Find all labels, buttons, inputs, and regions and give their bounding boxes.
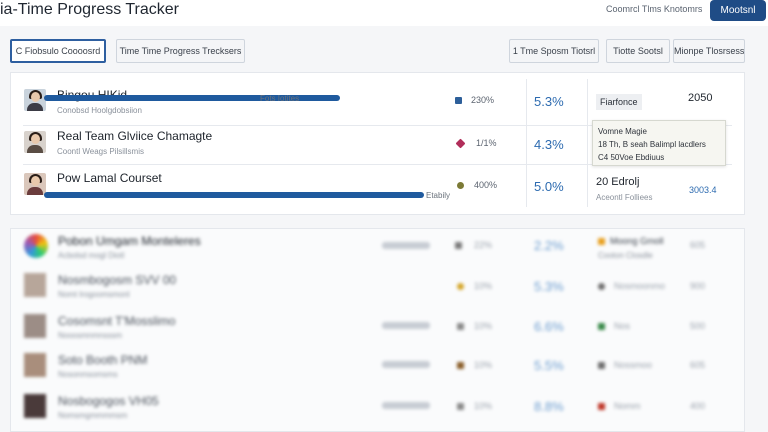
top-bar: ia-Time Progress Tracker Coomrcl Tlms Kn… [0, 0, 768, 26]
count-value: 10% [474, 401, 493, 411]
count-value: 230% [471, 95, 495, 105]
progress-bar [44, 192, 424, 198]
status-icon [598, 283, 605, 290]
avatar [24, 314, 46, 338]
status-subtitle: Cooton Closdle [598, 251, 653, 260]
count-icon [457, 403, 464, 410]
avatar [24, 131, 46, 153]
avatar [24, 234, 48, 258]
tab-time-progress[interactable]: Time Time Progress Trecksers [116, 39, 245, 63]
count-value: 1/1% [476, 138, 497, 148]
percent-value: 8.8% [534, 399, 564, 414]
tooltip-line: Vomne Magie [598, 127, 647, 136]
course-subtitle: Coontl Weags Pilsillsmis [57, 147, 144, 156]
count-icon [457, 323, 464, 330]
score-value: 400 [690, 401, 706, 411]
course-subtitle: Nooosmnmnsssm [58, 331, 123, 340]
count-icon [455, 97, 462, 104]
row-divider [23, 125, 732, 126]
status-text: Nossmoo [614, 360, 653, 370]
status-text: Moong Gmoll [610, 236, 664, 246]
blurred-bar [382, 322, 430, 329]
blurred-bar [382, 361, 430, 368]
count-value: 10% [474, 281, 493, 291]
blurred-table [10, 228, 745, 432]
tab-time-spent[interactable]: 1 Tme Sposm Tiotsrl [509, 39, 599, 63]
course-subtitle: Conobsd Hoolgdobsiion [57, 106, 142, 115]
status-icon [598, 323, 605, 330]
count-icon [457, 182, 464, 189]
status-icon [598, 403, 605, 410]
count-icon [455, 242, 462, 249]
course-name[interactable]: Nosmbogosm SVV 00 [58, 273, 177, 287]
percent-value: 2.2% [534, 238, 564, 253]
percent-value: 5.3% [534, 94, 564, 109]
count-value: 22% [474, 240, 493, 250]
course-name[interactable]: Pow Lamal Courset [57, 171, 162, 185]
avatar [24, 273, 46, 297]
score-value: 20 Edrolj [596, 176, 640, 188]
extra-value: 3003.4 [689, 185, 717, 195]
progress-label: Fots Iotites [260, 94, 300, 103]
count-icon [457, 283, 464, 290]
course-subtitle: Nosonmsomsms [58, 370, 118, 379]
percent-value: 5.3% [534, 279, 564, 294]
tab-filter-courses[interactable]: C Fiobsulo Coooosrd [10, 39, 106, 63]
score-value: 900 [690, 281, 706, 291]
row-divider [23, 164, 732, 165]
percent-value: 5.0% [534, 179, 564, 194]
count-value: 10% [474, 321, 493, 331]
status-text: Nosmoonmo [614, 281, 666, 291]
tooltip-line: C4 50Voe Ebdiuus [598, 153, 665, 162]
course-name[interactable]: Soto Booth PNM [58, 353, 148, 367]
status-badge: Fiarfonce [596, 94, 642, 110]
progress-label: Etabily [426, 191, 451, 200]
score-subtitle: Aceontl Folliees [596, 193, 653, 202]
course-name[interactable]: Cosomsnt T'Mosslimo [58, 314, 176, 328]
course-name[interactable]: Pobon Umgam Monteleres [58, 234, 201, 248]
course-name[interactable]: Nosbogogos VH05 [58, 394, 159, 408]
course-subtitle: Nomt lrogoomsmonl [58, 290, 130, 299]
percent-value: 5.5% [534, 358, 564, 373]
course-name[interactable]: Real Team Glviice Chamagte [57, 129, 213, 143]
count-value: 10% [474, 360, 493, 370]
status-icon [598, 238, 605, 245]
avatar [24, 394, 46, 418]
status-text: Nos [614, 321, 631, 331]
avatar [24, 89, 46, 111]
blurred-bar [382, 402, 430, 409]
score-value: 2050 [688, 92, 713, 104]
score-value: 500 [690, 321, 706, 331]
top-action-button[interactable]: Mootsnl [710, 0, 766, 21]
course-subtitle: Nomsmgmmmmsm [58, 411, 128, 420]
details-tooltip: Vomne Magie 18 Th, B seah Balimpl lacdle… [592, 120, 726, 166]
app-title: ia-Time Progress Tracker [0, 1, 179, 18]
percent-value: 6.6% [534, 319, 564, 334]
percent-value: 4.3% [534, 137, 564, 152]
course-subtitle: Acbolsd mogl Diotl [58, 251, 125, 260]
score-value: 605 [690, 240, 706, 250]
progress-bar [44, 95, 340, 101]
tab-total[interactable]: Tiotte Sootsl [606, 39, 670, 63]
status-icon [598, 362, 605, 369]
count-value: 400% [474, 180, 498, 190]
avatar [24, 353, 46, 377]
count-icon [457, 362, 464, 369]
status-text: Nomm [614, 401, 641, 411]
top-link[interactable]: Coomrcl Tlms Knotomrs [606, 4, 703, 14]
tab-progress[interactable]: Mionpe Tlosrsess [673, 39, 745, 63]
blurred-bar [382, 242, 430, 249]
avatar [24, 173, 46, 195]
score-value: 605 [690, 360, 706, 370]
column-divider [526, 79, 527, 207]
column-divider [587, 79, 588, 207]
tooltip-line: 18 Th, B seah Balimpl lacdlers [598, 140, 706, 149]
